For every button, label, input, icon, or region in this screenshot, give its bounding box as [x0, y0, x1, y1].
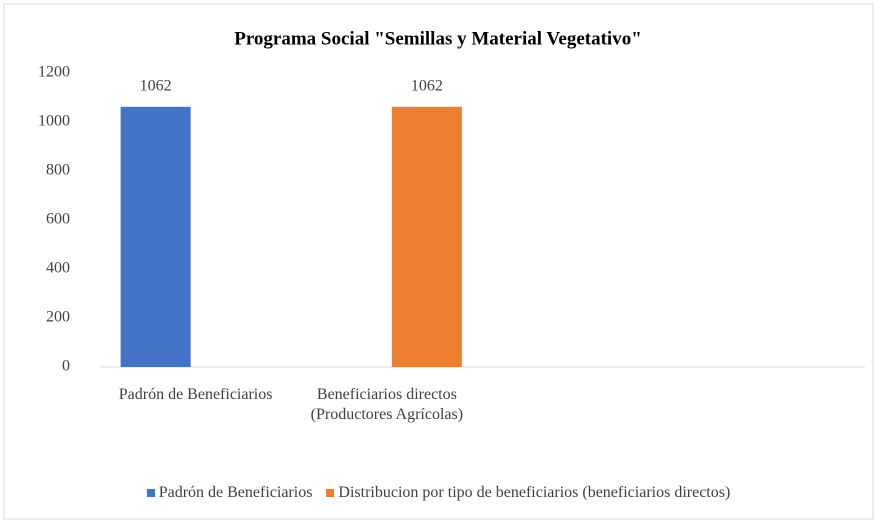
y-tick-label: 200: [46, 309, 70, 326]
y-tick-label: 1000: [38, 113, 70, 130]
legend-item: Padrón de Beneficiarios: [146, 484, 313, 502]
x-tick-label: Padrón de Beneficiarios: [118, 386, 273, 403]
y-tick-label: 800: [46, 162, 70, 179]
y-tick-label: 400: [46, 260, 70, 277]
legend-swatch: [146, 489, 155, 497]
y-tick-label: 1200: [38, 64, 70, 81]
bar: [120, 106, 191, 367]
bar: [391, 106, 462, 367]
chart-title: Programa Social "Semillas y Material Veg…: [234, 28, 642, 49]
data-label: 1062: [140, 77, 172, 94]
legend-label: Distribucion por tipo de beneficiarios (…: [338, 484, 731, 501]
y-tick-label: 0: [62, 358, 70, 375]
y-tick-label: 600: [46, 211, 70, 228]
legend-item: Distribucion por tipo de beneficiarios (…: [326, 484, 730, 502]
legend: Padrón de Beneficiarios Distribucion por …: [0, 484, 877, 502]
legend-swatch: [326, 489, 335, 497]
legend-label: Padrón de Beneficiarios: [158, 484, 313, 501]
data-label: 1062: [411, 77, 443, 94]
x-tick-label: Beneficiarios directos (Productores Agrí…: [310, 386, 464, 423]
